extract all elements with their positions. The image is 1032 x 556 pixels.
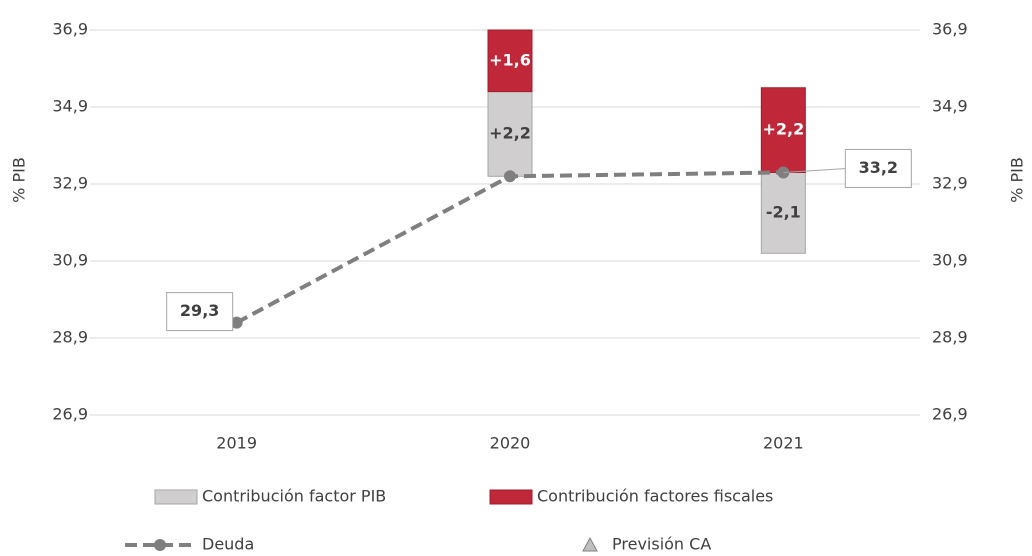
x-tick-label: 2020	[490, 434, 531, 453]
y-tick-label: 32,9	[52, 174, 88, 193]
label-leader	[783, 167, 847, 173]
line-value-label: 33,2	[859, 158, 898, 177]
x-tick-label: 2019	[216, 434, 257, 453]
line-value-label: 29,3	[180, 301, 219, 320]
legend-label: Contribución factores fiscales	[537, 487, 773, 506]
legend-label: Previsión CA	[612, 535, 711, 554]
line-marker	[230, 316, 243, 329]
legend-label: Contribución factor PIB	[202, 487, 386, 506]
line	[235, 170, 784, 325]
y-tick-label: 30,9	[52, 251, 88, 270]
y2-tick-label: 30,9	[932, 251, 968, 270]
legend-marker	[154, 539, 166, 551]
bar	[760, 87, 806, 173]
line-marker	[504, 170, 516, 183]
bar	[487, 29, 533, 93]
y2-tick-label: 28,9	[932, 328, 968, 347]
legend-swatch	[489, 489, 533, 505]
bar-value-label: -2,1	[766, 202, 801, 221]
y-tick-label: 34,9	[52, 97, 88, 116]
y-tick-label: 26,9	[52, 405, 88, 424]
y2-tick-label: 36,9	[932, 20, 968, 39]
x-tick-label: 2021	[763, 434, 804, 453]
y2-tick-label: 32,9	[932, 174, 968, 193]
y2-axis-label: % PIB	[1008, 157, 1027, 203]
bar-value-label: +2,2	[762, 120, 804, 139]
y2-tick-label: 34,9	[932, 97, 968, 116]
y2-tick-label: 26,9	[932, 405, 968, 424]
bar-value-label: +2,2	[489, 123, 531, 142]
label-box	[844, 148, 912, 188]
y-tick-label: 36,9	[52, 20, 88, 39]
y-axis-label: % PIB	[10, 157, 29, 203]
legend-swatch	[154, 489, 198, 505]
legend-label: Deuda	[202, 535, 254, 554]
bar	[760, 171, 806, 254]
label-box	[166, 292, 234, 332]
y-tick-label: 28,9	[52, 328, 88, 347]
bar-value-label: +1,6	[489, 50, 531, 69]
legend-swatch	[582, 536, 598, 552]
